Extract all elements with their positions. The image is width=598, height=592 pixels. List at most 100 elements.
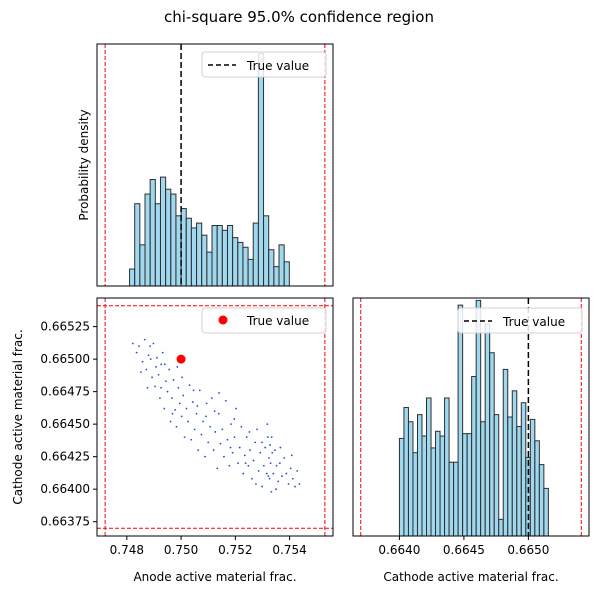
cathode-histogram-bar	[516, 426, 522, 537]
scatter-point	[265, 472, 268, 475]
cathode-histogram-bar	[435, 430, 441, 537]
scatter-point	[235, 407, 238, 410]
cathode-histogram-bar	[412, 452, 418, 537]
scatter-point	[204, 455, 206, 458]
x-tick-label: 0.750	[164, 543, 198, 557]
scatter-point	[291, 477, 294, 480]
anode-histogram-bar	[211, 225, 218, 287]
scatter-point	[152, 342, 155, 345]
cathode-histogram-bar	[543, 487, 549, 537]
anode-histogram-bar	[216, 225, 223, 287]
cathode-histogram-panel: 0.6640 0.6645 0.6650 Cathode active materi…	[352, 297, 590, 584]
anode-histogram-frame	[96, 43, 334, 287]
scatter-point	[272, 472, 275, 475]
cathode-histogram-bar	[457, 304, 464, 537]
scatter-point	[178, 402, 181, 405]
scatter-point	[183, 436, 186, 439]
anode-histogram-bar	[134, 203, 141, 287]
cathode-histogram-bar	[511, 390, 518, 537]
anode-histogram-bar	[247, 258, 254, 287]
scatter-point	[238, 446, 241, 449]
scatter-point	[275, 464, 278, 467]
y-tick-label: 0.66400	[40, 482, 90, 496]
anode-histogram-legend: True value	[201, 51, 327, 78]
anode-histogram-bar	[263, 215, 270, 287]
scatter-legend: True value	[201, 307, 327, 334]
cathode-histogram-bar	[407, 421, 414, 537]
scatter-point	[243, 454, 246, 457]
scatter-point	[182, 394, 185, 397]
cathode-histogram-bar	[448, 461, 455, 537]
scatter-point	[151, 376, 153, 379]
scatter-point	[245, 436, 248, 439]
scatter-point	[200, 433, 203, 436]
scatter-point	[172, 379, 175, 381]
cathode-histogram-bar	[489, 352, 495, 537]
scatter-point	[175, 425, 178, 428]
scatter-point	[277, 480, 280, 483]
anode-histogram-bar	[206, 251, 213, 287]
scatter-point	[202, 420, 204, 423]
cathode-histogram-bar	[529, 418, 536, 537]
scatter-point	[275, 488, 277, 491]
scatter-point	[216, 467, 219, 470]
cathode-histogram-bar	[498, 518, 504, 537]
scatter-point	[138, 345, 140, 348]
cathode-histogram-bar	[439, 435, 446, 537]
scatter-point	[135, 351, 138, 354]
scatter-point	[168, 368, 171, 371]
cathode-histogram-bar	[507, 416, 513, 537]
scatter-point	[191, 401, 194, 403]
cathode-histogram-bar	[520, 402, 527, 537]
true-value-point	[176, 354, 186, 364]
scatter-point	[210, 397, 213, 400]
cathode-histogram-bar	[421, 435, 428, 537]
scatter-point	[298, 483, 301, 485]
cathode-x-ticks: 0.6640 0.6645 0.6650	[378, 536, 549, 557]
scatter-point	[218, 392, 220, 394]
scatter-point	[205, 402, 208, 405]
scatter-point	[269, 444, 271, 446]
scatter-point	[268, 477, 271, 480]
scatter-frame	[96, 297, 334, 537]
scatter-point	[223, 455, 225, 458]
x-tick-label: 0.748	[110, 543, 144, 557]
scatter-point	[285, 472, 288, 475]
cathode-histogram-bar	[466, 433, 473, 537]
scatter-point	[247, 464, 250, 467]
anode-histogram-bar	[273, 266, 280, 287]
scatter-point	[290, 454, 293, 457]
anode-histogram-bar	[221, 229, 228, 287]
anode-histogram-bar	[268, 249, 275, 287]
cathode-reference-lines	[360, 298, 582, 536]
scatter-point	[221, 428, 224, 431]
scatter-point	[231, 451, 234, 454]
cathode-histogram-bar	[444, 397, 450, 537]
scatter-point	[193, 428, 196, 431]
anode-histogram-bar	[190, 227, 198, 287]
scatter-point	[157, 373, 160, 376]
scatter-y-ticks: 0.66375 0.66400 0.66425 0.66450 0.66475 0.665…	[40, 320, 97, 529]
scatter-point	[230, 423, 232, 426]
anode-histogram-bar	[252, 222, 259, 287]
anode-histogram-bar	[159, 176, 167, 287]
scatter-point	[270, 490, 273, 493]
scatter-panel: 0.748 0.750 0.752 0.754 0.66375 0.66400 0.664…	[11, 297, 334, 584]
scatter-point	[267, 475, 270, 478]
cathode-histogram-bar	[453, 461, 459, 537]
scatter-point	[228, 464, 231, 467]
legend-red-dot-icon	[218, 315, 228, 325]
scatter-point	[143, 338, 146, 341]
scatter-point	[176, 366, 179, 368]
scatter-point	[171, 412, 174, 415]
scatter-true-point	[176, 354, 186, 364]
cathode-histogram-bar	[534, 440, 540, 537]
anode-histogram-bar	[232, 237, 239, 287]
scatter-point	[266, 423, 269, 426]
anode-histogram-bar	[257, 53, 265, 287]
scatter-point	[160, 363, 163, 366]
scatter-point	[219, 442, 222, 445]
scatter-point	[270, 436, 273, 439]
legend-label: True value	[246, 314, 309, 328]
cathode-histogram-bar	[502, 368, 509, 537]
